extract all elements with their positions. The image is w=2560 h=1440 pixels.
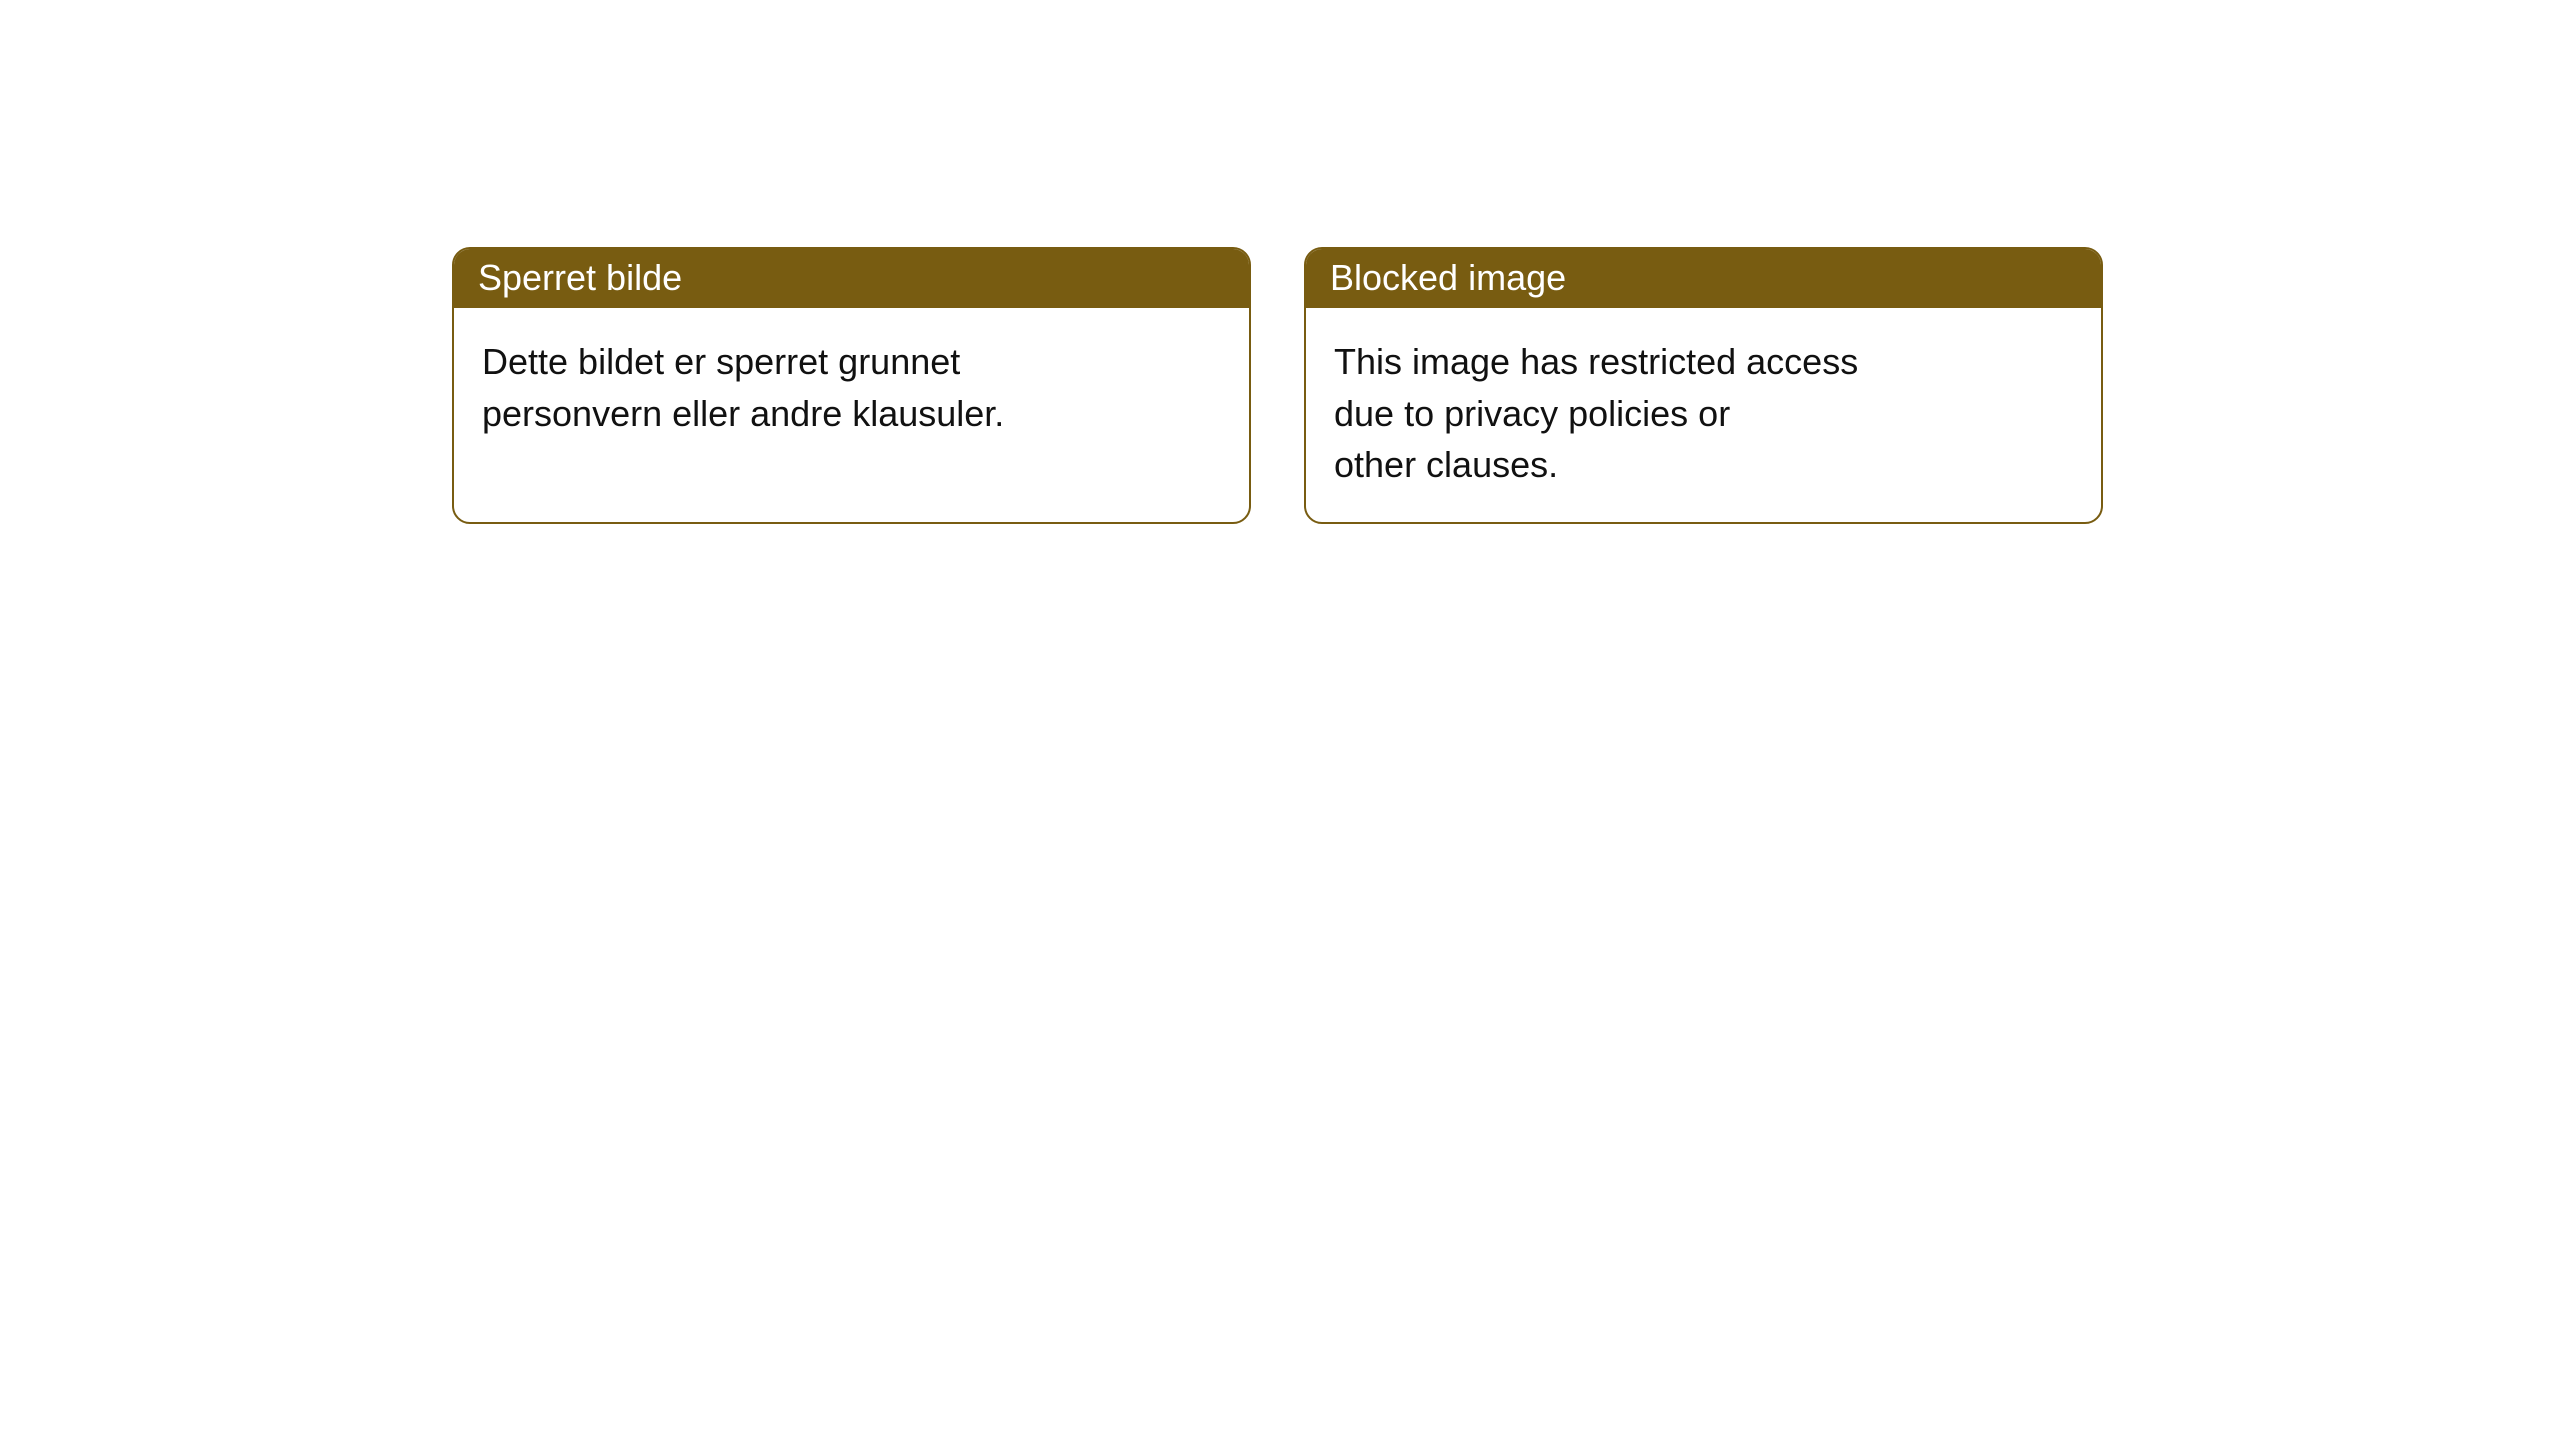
notice-row: Sperret bilde Dette bildet er sperret gr…: [452, 247, 2103, 524]
notice-card-en-title: Blocked image: [1306, 249, 2101, 308]
page-canvas: Sperret bilde Dette bildet er sperret gr…: [0, 0, 2560, 1440]
notice-card-en-body: This image has restricted access due to …: [1306, 308, 2101, 521]
notice-card-en: Blocked image This image has restricted …: [1304, 247, 2103, 524]
notice-card-no: Sperret bilde Dette bildet er sperret gr…: [452, 247, 1251, 524]
notice-card-no-title: Sperret bilde: [454, 249, 1249, 308]
notice-card-no-body: Dette bildet er sperret grunnet personve…: [454, 308, 1249, 518]
